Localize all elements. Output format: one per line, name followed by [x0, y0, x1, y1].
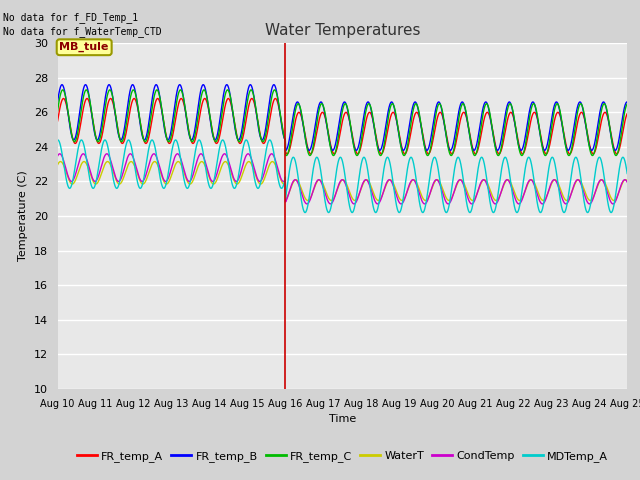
FR_temp_B — [611, 147, 619, 153]
FR_temp_A — [273, 96, 280, 102]
FR_temp_C — [153, 87, 161, 93]
CondTemp — [152, 154, 160, 159]
WaterT — [174, 159, 182, 165]
Line: FR_temp_C: FR_temp_C — [58, 90, 627, 156]
CondTemp — [303, 201, 311, 207]
WaterT — [551, 177, 559, 182]
FR_temp_C — [612, 153, 620, 158]
CondTemp — [551, 177, 559, 183]
FR_temp_A — [60, 96, 67, 101]
FR_temp_A — [623, 111, 631, 117]
Line: MDTemp_A: MDTemp_A — [58, 140, 627, 213]
FR_temp_A — [612, 151, 620, 156]
WaterT — [612, 195, 620, 201]
CondTemp — [118, 171, 126, 177]
FR_temp_B — [623, 99, 631, 105]
Line: WaterT: WaterT — [58, 162, 627, 201]
WaterT — [297, 185, 305, 191]
FR_temp_B — [119, 133, 127, 139]
MDTemp_A — [54, 137, 61, 143]
Text: No data for f_WaterTemp_CTD: No data for f_WaterTemp_CTD — [3, 26, 162, 37]
FR_temp_B — [54, 99, 61, 105]
FR_temp_A — [119, 141, 127, 146]
Line: FR_temp_B: FR_temp_B — [58, 84, 627, 150]
FR_temp_C — [273, 89, 280, 95]
CondTemp — [612, 196, 620, 202]
MDTemp_A — [612, 187, 620, 192]
WaterT — [273, 164, 280, 170]
FR_temp_A — [297, 112, 305, 118]
FR_temp_B — [153, 82, 161, 88]
FR_temp_A — [153, 96, 161, 102]
FR_temp_C — [551, 106, 559, 111]
CondTemp — [197, 151, 205, 156]
FR_temp_B — [105, 82, 113, 87]
FR_temp_C — [297, 108, 305, 113]
FR_temp_B — [273, 87, 280, 93]
CondTemp — [623, 179, 631, 185]
WaterT — [118, 177, 126, 183]
Text: No data for f_FD_Temp_1: No data for f_FD_Temp_1 — [3, 12, 138, 23]
FR_temp_B — [551, 101, 559, 107]
WaterT — [304, 198, 312, 204]
MDTemp_A — [551, 161, 559, 167]
MDTemp_A — [266, 137, 273, 143]
MDTemp_A — [118, 162, 126, 168]
FR_temp_A — [551, 116, 559, 122]
Title: Water Temperatures: Water Temperatures — [265, 23, 420, 38]
WaterT — [623, 178, 631, 184]
FR_temp_C — [612, 153, 620, 158]
Legend: FR_temp_A, FR_temp_B, FR_temp_C, WaterT, CondTemp, MDTemp_A: FR_temp_A, FR_temp_B, FR_temp_C, WaterT,… — [72, 446, 612, 466]
Line: FR_temp_A: FR_temp_A — [58, 98, 627, 154]
Text: MB_tule: MB_tule — [60, 42, 109, 52]
MDTemp_A — [297, 194, 305, 200]
X-axis label: Time: Time — [329, 414, 356, 424]
FR_temp_C — [54, 108, 61, 113]
FR_temp_C — [83, 87, 90, 93]
FR_temp_A — [54, 118, 61, 124]
FR_temp_B — [612, 146, 620, 152]
Y-axis label: Temperature (C): Temperature (C) — [18, 170, 28, 262]
FR_temp_C — [623, 101, 631, 107]
CondTemp — [54, 153, 61, 159]
FR_temp_C — [119, 138, 127, 144]
WaterT — [54, 162, 61, 168]
FR_temp_A — [613, 151, 621, 156]
MDTemp_A — [273, 165, 280, 171]
MDTemp_A — [301, 210, 309, 216]
Line: CondTemp: CondTemp — [58, 154, 627, 204]
CondTemp — [297, 189, 305, 194]
MDTemp_A — [623, 170, 631, 176]
MDTemp_A — [152, 152, 160, 157]
FR_temp_B — [297, 109, 305, 115]
CondTemp — [273, 160, 280, 166]
WaterT — [152, 160, 160, 166]
